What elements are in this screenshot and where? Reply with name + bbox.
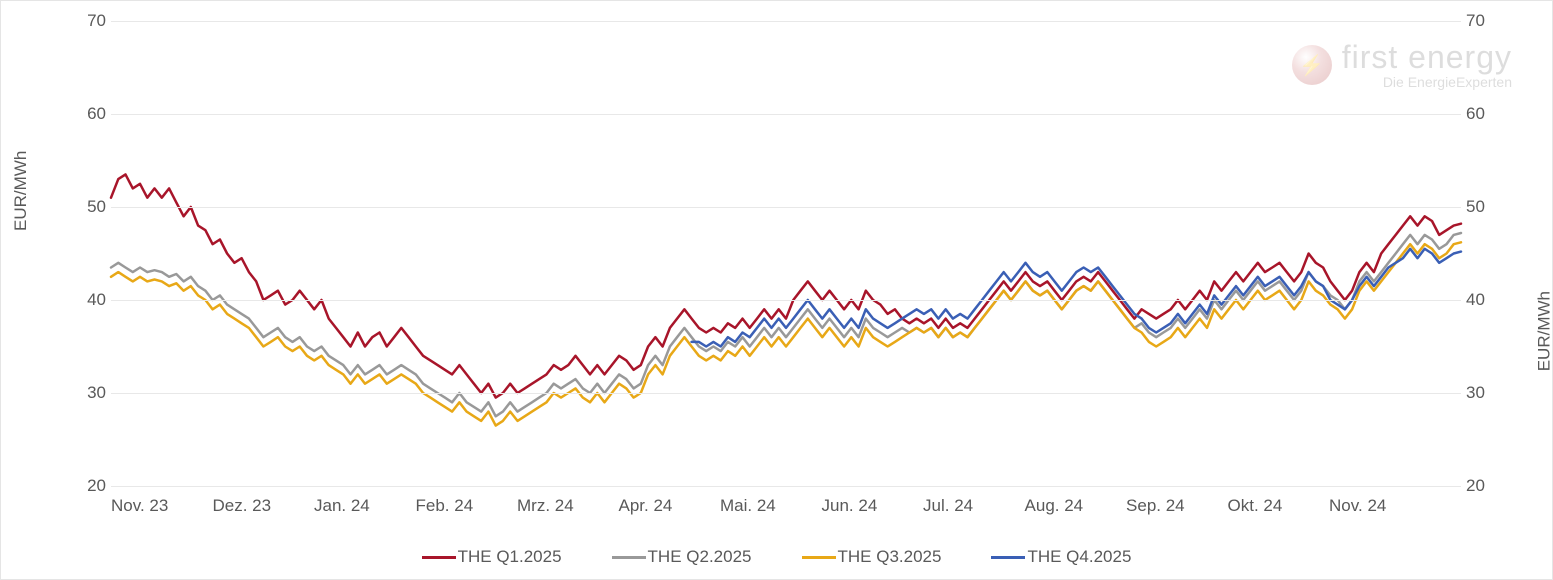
gridline bbox=[111, 207, 1461, 208]
x-tick: Dez. 23 bbox=[213, 496, 272, 516]
y-tick-right: 70 bbox=[1466, 11, 1485, 31]
price-chart: EUR/MWh EUR/MWh ⚡ first energy Die Energ… bbox=[1, 1, 1552, 579]
x-tick: Jan. 24 bbox=[314, 496, 370, 516]
gridline bbox=[111, 486, 1461, 487]
legend-label: THE Q2.2025 bbox=[648, 547, 752, 567]
chart-legend: THE Q1.2025 THE Q2.2025 THE Q3.2025 THE Q4.… bbox=[1, 547, 1552, 567]
x-tick: Jul. 24 bbox=[923, 496, 973, 516]
x-tick: Sep. 24 bbox=[1126, 496, 1185, 516]
y-tick-right: 60 bbox=[1466, 104, 1485, 124]
watermark-logo: ⚡ first energy Die EnergieExperten bbox=[1292, 41, 1512, 89]
legend-item: THE Q3.2025 bbox=[802, 547, 942, 567]
gridline bbox=[111, 393, 1461, 394]
x-tick: Okt. 24 bbox=[1228, 496, 1283, 516]
legend-item: THE Q4.2025 bbox=[991, 547, 1131, 567]
legend-label: THE Q1.2025 bbox=[458, 547, 562, 567]
y-tick-right: 20 bbox=[1466, 476, 1485, 496]
y-tick-left: 20 bbox=[66, 476, 106, 496]
legend-item: THE Q2.2025 bbox=[612, 547, 752, 567]
y-axis-label-left: EUR/MWh bbox=[11, 151, 31, 231]
gridline bbox=[111, 114, 1461, 115]
y-tick-left: 50 bbox=[66, 197, 106, 217]
chart-lines-svg bbox=[111, 21, 1461, 486]
y-tick-left: 60 bbox=[66, 104, 106, 124]
y-tick-left: 30 bbox=[66, 383, 106, 403]
x-tick: Aug. 24 bbox=[1025, 496, 1084, 516]
watermark-title: first energy bbox=[1342, 41, 1512, 73]
x-tick: Jun. 24 bbox=[822, 496, 878, 516]
watermark-subtitle: Die EnergieExperten bbox=[1342, 75, 1512, 89]
y-axis-label-right: EUR/MWh bbox=[1534, 291, 1553, 371]
x-tick: Mai. 24 bbox=[720, 496, 776, 516]
legend-swatch bbox=[802, 556, 836, 559]
x-tick: Apr. 24 bbox=[619, 496, 673, 516]
y-tick-right: 30 bbox=[1466, 383, 1485, 403]
legend-item: THE Q1.2025 bbox=[422, 547, 562, 567]
x-tick: Feb. 24 bbox=[416, 496, 474, 516]
gridline bbox=[111, 21, 1461, 22]
legend-swatch bbox=[991, 556, 1025, 559]
x-tick: Nov. 24 bbox=[1329, 496, 1386, 516]
legend-swatch bbox=[422, 556, 456, 559]
lightning-icon: ⚡ bbox=[1292, 45, 1332, 85]
legend-swatch bbox=[612, 556, 646, 559]
y-tick-left: 40 bbox=[66, 290, 106, 310]
legend-label: THE Q3.2025 bbox=[838, 547, 942, 567]
plot-area bbox=[111, 21, 1461, 486]
series-line bbox=[111, 233, 1461, 416]
gridline bbox=[111, 300, 1461, 301]
x-tick: Mrz. 24 bbox=[517, 496, 574, 516]
y-tick-right: 50 bbox=[1466, 197, 1485, 217]
series-line bbox=[111, 242, 1461, 425]
y-tick-left: 70 bbox=[66, 11, 106, 31]
legend-label: THE Q4.2025 bbox=[1027, 547, 1131, 567]
y-tick-right: 40 bbox=[1466, 290, 1485, 310]
x-tick: Nov. 23 bbox=[111, 496, 168, 516]
